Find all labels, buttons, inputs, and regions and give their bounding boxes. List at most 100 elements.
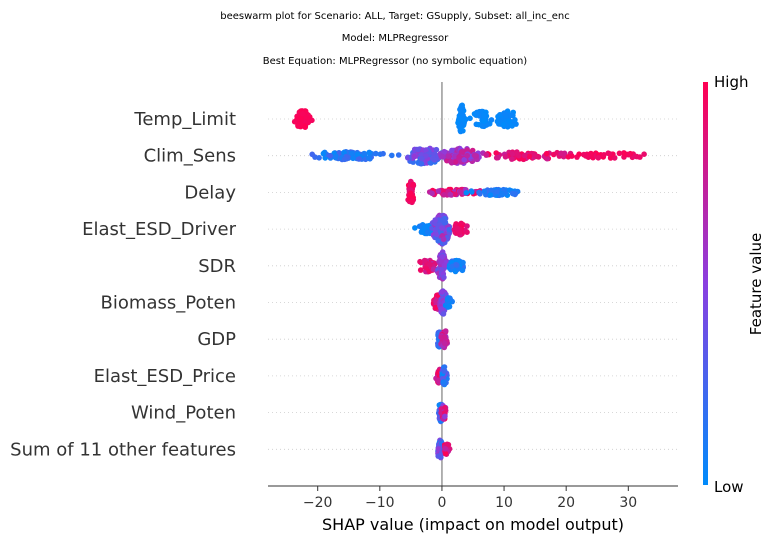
shap-point	[373, 150, 379, 157]
feature-label: Clim_Sens	[144, 146, 236, 167]
shap-point	[469, 189, 475, 195]
x-axis-label: SHAP value (impact on model output)	[322, 515, 624, 534]
shap-point	[463, 190, 470, 196]
shap-point	[417, 267, 424, 273]
shap-point	[526, 153, 533, 160]
shap-point	[439, 253, 446, 260]
shap-point	[341, 156, 348, 163]
feature-label: SDR	[198, 256, 236, 277]
shap-point	[521, 152, 528, 159]
shap-point	[500, 122, 507, 128]
shap-point	[499, 191, 506, 198]
shap-point	[493, 155, 500, 161]
shap-point	[543, 150, 550, 157]
shap-point	[354, 151, 361, 158]
shap-point	[488, 187, 495, 194]
shap-point	[569, 153, 575, 159]
shap-point	[508, 112, 515, 118]
shap-point	[458, 149, 465, 155]
shap-point	[509, 190, 516, 197]
shap-point	[445, 295, 451, 302]
shap-point	[411, 154, 418, 160]
shap-point	[606, 151, 613, 157]
shap-point	[453, 262, 460, 268]
shap-point	[441, 340, 448, 347]
shap-point	[439, 217, 446, 224]
shap-point	[361, 150, 368, 157]
shap-point	[501, 110, 508, 116]
chart-title-line-2: Model: MLPRegressor	[342, 33, 449, 44]
shap-point	[433, 231, 440, 238]
shap-point	[464, 223, 470, 229]
shap-point	[464, 229, 470, 235]
feature-label: Sum of 11 other features	[10, 439, 236, 460]
shap-point	[477, 191, 483, 197]
shap-point	[625, 151, 632, 158]
shap-point	[467, 115, 473, 122]
shap-point	[419, 228, 425, 234]
chart-title-line-3: Best Equation: MLPRegressor (no symbolic…	[263, 56, 527, 67]
shap-point	[410, 181, 416, 188]
shap-point	[445, 153, 452, 160]
shap-point	[389, 152, 395, 159]
shap-point	[320, 150, 327, 157]
shap-point	[419, 155, 425, 162]
shap-point	[410, 159, 417, 165]
shap-point	[395, 152, 402, 158]
shap-point	[456, 115, 463, 121]
shap-point	[479, 123, 486, 129]
shap-point	[442, 328, 449, 334]
shap-point	[309, 151, 316, 158]
shap-point	[457, 189, 464, 195]
shap-point	[429, 190, 435, 197]
shap-point	[471, 152, 478, 159]
shap-point	[409, 198, 415, 204]
x-ticks: −20 −10 0 10 20 30	[303, 486, 637, 511]
feature-label: Wind_Poten	[131, 403, 236, 424]
shap-point	[440, 154, 446, 160]
feature-label: Elast_ESD_Price	[94, 366, 236, 387]
shap-point	[464, 147, 471, 153]
shap-point	[432, 304, 439, 311]
grid-lines	[268, 118, 678, 450]
shap-point	[448, 158, 454, 165]
shap-point	[601, 152, 607, 158]
shap-point	[427, 159, 434, 166]
shap-point	[506, 118, 512, 125]
shap-point	[423, 147, 429, 153]
shap-point	[481, 188, 488, 195]
shap-point	[421, 257, 428, 264]
shap-point	[418, 160, 425, 167]
shap-point	[291, 118, 298, 125]
x-axis: −20 −10 0 10 20 30	[268, 485, 678, 511]
shap-point	[509, 156, 515, 162]
shap-point	[452, 191, 459, 198]
shap-point	[440, 311, 447, 317]
feature-label: GDP	[197, 329, 236, 350]
shap-point	[483, 152, 490, 158]
shap-point	[417, 258, 423, 265]
shap-point	[514, 149, 520, 155]
shap-point	[588, 150, 594, 157]
shap-point	[341, 149, 347, 156]
shap-point	[440, 236, 447, 242]
shap-point	[412, 225, 418, 231]
shap-point	[295, 123, 301, 129]
shap-point	[327, 153, 333, 159]
feature-label: Elast_ESD_Driver	[82, 219, 236, 240]
shap-point	[512, 117, 518, 123]
shap-point	[595, 155, 602, 161]
chart-title-line-1: beeswarm plot for Scenario: ALL, Target:…	[220, 11, 569, 22]
shap-point	[456, 154, 462, 160]
shap-point	[449, 147, 455, 154]
shap-point	[442, 450, 449, 457]
shap-point	[581, 151, 587, 158]
shap-point	[441, 192, 447, 198]
shap-point	[481, 112, 487, 119]
feature-label: Delay	[184, 182, 236, 203]
shap-point	[423, 153, 429, 159]
colorbar: High Low Feature value	[703, 73, 765, 496]
shap-point	[502, 154, 509, 160]
shap-point	[509, 151, 516, 157]
